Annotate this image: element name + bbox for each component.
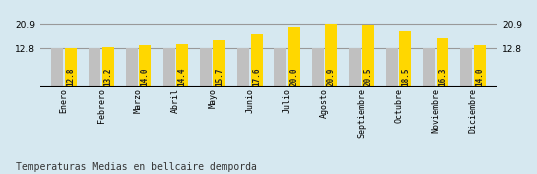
Text: 20.0: 20.0 xyxy=(289,67,298,86)
Text: 20.5: 20.5 xyxy=(364,67,373,86)
Text: 16.3: 16.3 xyxy=(438,67,447,86)
Text: 14.0: 14.0 xyxy=(475,67,484,86)
Text: 17.6: 17.6 xyxy=(252,67,261,86)
Bar xyxy=(386,49,398,87)
Bar xyxy=(237,49,249,87)
Bar xyxy=(102,47,114,87)
Bar xyxy=(163,49,175,87)
Bar xyxy=(325,24,337,87)
Text: 12.8: 12.8 xyxy=(66,67,75,86)
Bar xyxy=(200,49,212,87)
Bar xyxy=(437,38,448,87)
Text: Temperaturas Medias en bellcaire demporda: Temperaturas Medias en bellcaire dempord… xyxy=(16,162,257,172)
Bar xyxy=(362,25,374,87)
Bar xyxy=(288,27,300,87)
Bar xyxy=(139,45,151,87)
Bar xyxy=(311,49,323,87)
Text: 20.9: 20.9 xyxy=(326,67,336,86)
Bar xyxy=(400,31,411,87)
Bar xyxy=(126,49,137,87)
Bar xyxy=(89,49,100,87)
Text: 18.5: 18.5 xyxy=(401,67,410,86)
Bar xyxy=(460,49,472,87)
Bar xyxy=(214,40,226,87)
Text: 13.2: 13.2 xyxy=(104,67,112,86)
Text: 14.4: 14.4 xyxy=(178,67,187,86)
Bar xyxy=(349,49,361,87)
Bar xyxy=(474,45,485,87)
Text: 15.7: 15.7 xyxy=(215,67,224,86)
Text: 14.0: 14.0 xyxy=(141,67,150,86)
Bar xyxy=(274,49,286,87)
Bar xyxy=(423,49,435,87)
Bar xyxy=(65,49,77,87)
Bar xyxy=(251,34,263,87)
Bar xyxy=(176,44,188,87)
Bar xyxy=(52,49,63,87)
